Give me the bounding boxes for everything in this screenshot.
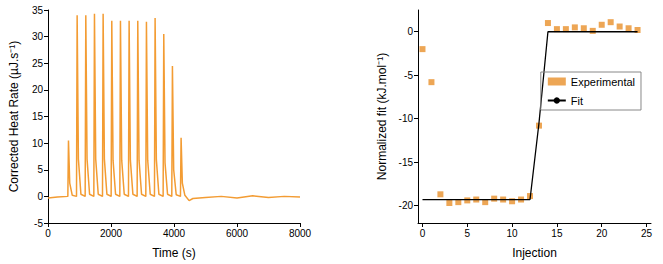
svg-text:Corrected Heat Rate (µJ.s⁻¹): Corrected Heat Rate (µJ.s⁻¹) bbox=[7, 41, 21, 193]
svg-text:15: 15 bbox=[551, 228, 563, 239]
svg-text:-15: -15 bbox=[399, 157, 414, 168]
svg-text:20: 20 bbox=[596, 228, 608, 239]
svg-text:25: 25 bbox=[32, 58, 44, 69]
svg-text:-20: -20 bbox=[399, 200, 414, 211]
svg-text:8000: 8000 bbox=[289, 228, 312, 239]
svg-text:20: 20 bbox=[32, 84, 44, 95]
svg-text:Time (s): Time (s) bbox=[152, 246, 196, 260]
svg-text:-5: -5 bbox=[34, 218, 43, 229]
svg-text:10: 10 bbox=[32, 138, 44, 149]
svg-text:Experimental: Experimental bbox=[571, 76, 635, 88]
svg-text:0: 0 bbox=[407, 26, 413, 37]
svg-text:4000: 4000 bbox=[163, 228, 186, 239]
svg-text:2000: 2000 bbox=[100, 228, 123, 239]
svg-text:0: 0 bbox=[45, 228, 51, 239]
svg-text:5: 5 bbox=[465, 228, 471, 239]
svg-text:-5: -5 bbox=[404, 70, 413, 81]
svg-text:Fit: Fit bbox=[571, 95, 583, 107]
svg-text:0: 0 bbox=[37, 191, 43, 202]
svg-text:Injection: Injection bbox=[512, 246, 557, 260]
svg-text:0: 0 bbox=[420, 228, 426, 239]
svg-text:6000: 6000 bbox=[226, 228, 249, 239]
svg-text:15: 15 bbox=[32, 111, 44, 122]
svg-text:-10: -10 bbox=[399, 113, 414, 124]
svg-text:35: 35 bbox=[32, 5, 44, 16]
svg-text:Normalized fit (kJ.mol⁻¹): Normalized fit (kJ.mol⁻¹) bbox=[375, 53, 389, 180]
svg-text:10: 10 bbox=[507, 228, 519, 239]
svg-text:25: 25 bbox=[641, 228, 653, 239]
svg-text:5: 5 bbox=[37, 164, 43, 175]
svg-text:30: 30 bbox=[32, 31, 44, 42]
